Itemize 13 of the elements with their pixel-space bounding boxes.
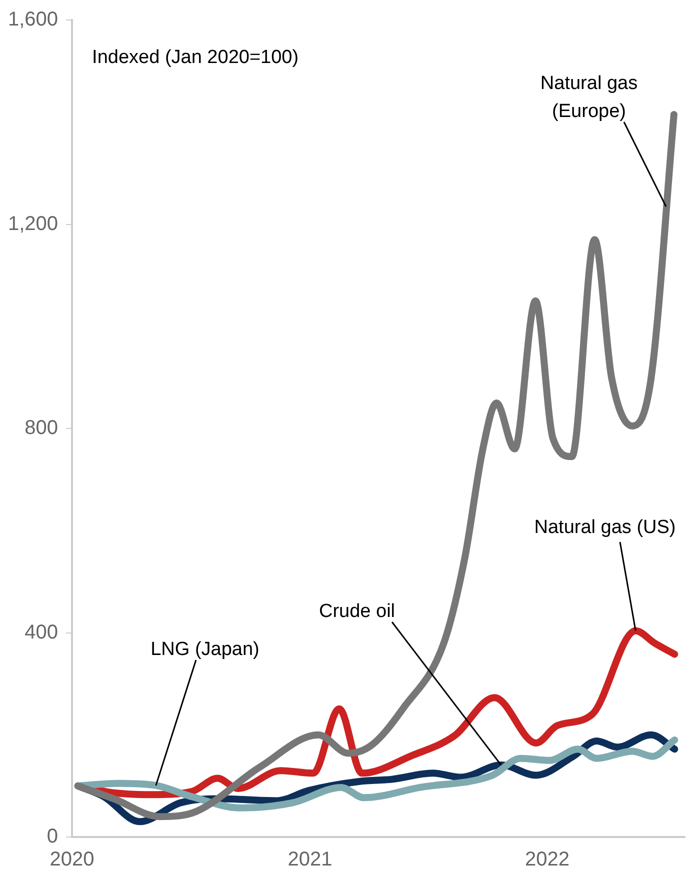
text: LNG (Japan) (150, 639, 260, 660)
x-tick-label: 2021 (288, 848, 332, 871)
x-tick-label: 2020 (50, 848, 94, 871)
y-tick-label: 0 (46, 826, 58, 848)
y-tick-label: 1,600 (8, 8, 58, 31)
y-tick-label: 800 (24, 417, 58, 440)
text: Crude oil (318, 601, 396, 622)
y-tick-label: 400 (24, 621, 58, 644)
annotation: Indexed (Jan 2020=100) (92, 47, 299, 68)
series-label: Natural gas (Europe) (540, 73, 638, 122)
text: Natural gas (US) (534, 517, 676, 538)
y-tick-label: 1,200 (8, 212, 58, 235)
x-tick-label: 2022 (524, 848, 570, 871)
